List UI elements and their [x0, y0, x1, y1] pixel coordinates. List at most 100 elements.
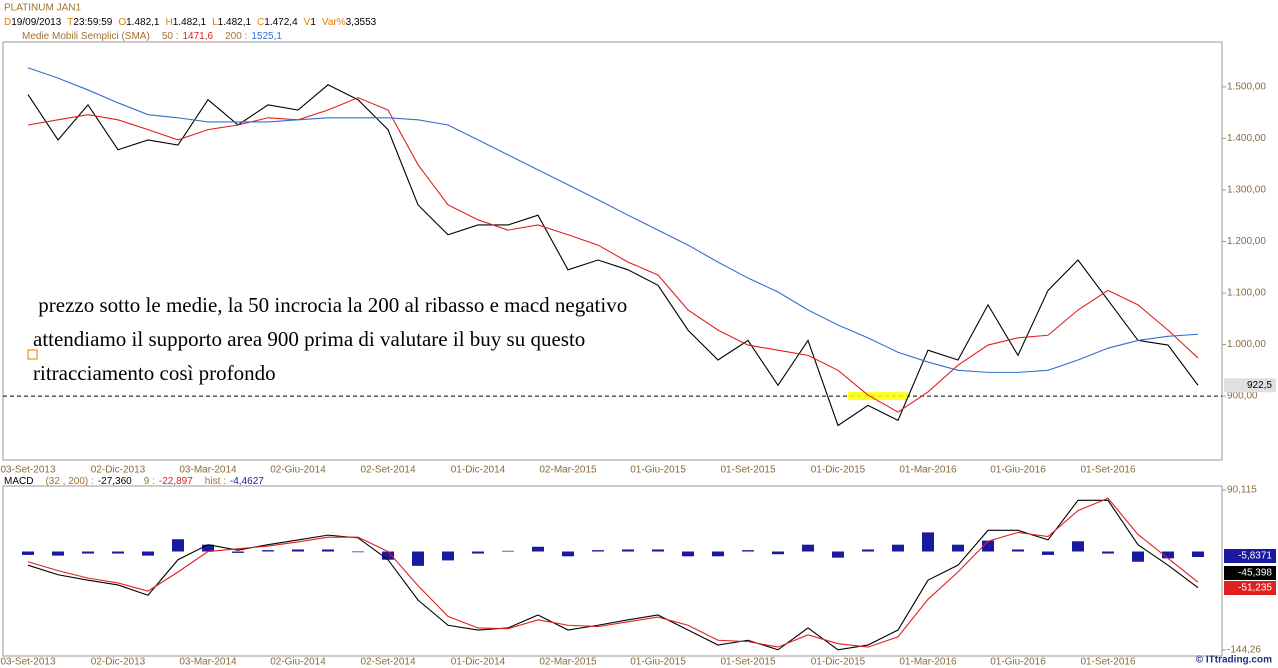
text-part: 200 :: [225, 31, 247, 42]
hist-bar: [292, 549, 304, 552]
y-tick-label: 900,00: [1227, 391, 1258, 402]
text-part: 1525,1: [251, 31, 282, 42]
info-line: D19/09/2013 T23:59:59 O1.482,1 H1.482,1 L1.4…: [4, 17, 377, 28]
text-part: 1: [310, 17, 316, 28]
macd-panel: [2, 485, 1223, 657]
text-part: 1.482,1: [218, 17, 252, 28]
text-part: 1.482,1: [126, 17, 160, 28]
text-part: O: [118, 17, 126, 28]
hist-bar: [382, 551, 394, 560]
text-part: 1.482,1: [173, 17, 207, 28]
y-tick-label: 1.000,00: [1227, 339, 1266, 350]
x-tick-label: 01-Dic-2014: [451, 657, 506, 668]
footer: © ITtrading.com: [1196, 655, 1272, 666]
x-tick-label: 01-Dic-2015: [811, 465, 866, 476]
x-tick-label: 03-Mar-2014: [179, 657, 237, 668]
text-part: 1.472,4: [264, 17, 298, 28]
hist-bar: [1012, 549, 1024, 552]
y-tick-label: 90,115: [1227, 485, 1257, 496]
last-value-label: -45,398: [1238, 568, 1272, 579]
hist-bar: [472, 551, 484, 554]
x-tick-label: 01-Mar-2016: [899, 657, 957, 668]
x-tick-label: 03-Mar-2014: [179, 465, 237, 476]
hist-bar: [1192, 551, 1204, 557]
x-tick-label: 01-Giu-2015: [630, 465, 686, 476]
hist-bar: [532, 546, 544, 552]
last-value-box: [1224, 581, 1276, 595]
text-part: C: [257, 17, 264, 28]
series-line: [27, 67, 1199, 373]
hist-bar: [592, 550, 604, 552]
price-panel: [2, 41, 1223, 461]
hist-bar: [1162, 551, 1174, 559]
legend: Medie Mobili Semplici (SMA) 50 : 1471,6 200…: [22, 31, 282, 42]
last-value-label: 922,5: [1247, 380, 1272, 391]
hist-bar: [352, 551, 364, 553]
support-highlight: [848, 392, 908, 401]
text-part: hist :: [205, 476, 226, 487]
y-tick-label: 1.300,00: [1227, 185, 1266, 196]
last-value-label: -5,8371: [1238, 551, 1272, 562]
y-tick-label: 1.500,00: [1227, 81, 1266, 92]
text-part: T: [67, 17, 73, 28]
hist-bar: [892, 544, 904, 552]
x-tick-label: 03-Set-2013: [0, 657, 55, 668]
text-part: 1471,6: [183, 31, 214, 42]
x-tick-label: 02-Dic-2013: [91, 657, 146, 668]
hist-bar: [22, 551, 34, 555]
hist-bar: [622, 549, 634, 552]
x-tick-label: 02-Mar-2015: [539, 657, 597, 668]
x-tick-label: 03-Set-2013: [0, 465, 55, 476]
annotation: prezzo sotto le medie, la 50 incrocia la…: [33, 293, 627, 317]
text-part: L: [212, 17, 218, 28]
hist-bar: [982, 540, 994, 552]
hist-bar: [1132, 551, 1144, 562]
last-value-box: [1224, 549, 1276, 563]
hist-bar: [502, 550, 514, 552]
x-tick-label: 02-Giu-2014: [270, 657, 326, 668]
hist-bar: [682, 551, 694, 557]
series-line: [27, 497, 1199, 648]
hist-bar: [1072, 541, 1084, 552]
text-part: MACD: [4, 476, 33, 487]
text-part: -22,897: [159, 476, 193, 487]
x-tick-label: 01-Set-2015: [720, 465, 775, 476]
y-tick-label: -144,26: [1227, 645, 1261, 656]
last-value-box: [1224, 378, 1276, 393]
text-part: (32 , 200) :: [45, 476, 93, 487]
annotation: attendiamo il supporto area 900 prima di…: [33, 327, 585, 351]
hist-bar: [952, 544, 964, 552]
hist-bar: [232, 551, 244, 553]
x-tick-label: 02-Giu-2014: [270, 465, 326, 476]
hist-bar: [922, 532, 934, 552]
x-tick-label: 01-Set-2016: [1080, 657, 1135, 668]
series-line: [27, 499, 1199, 651]
series-line: [27, 97, 1199, 413]
series-line: [27, 84, 1199, 427]
x-tick-label: 02-Set-2014: [360, 465, 415, 476]
x-tick-label: 01-Dic-2015: [811, 657, 866, 668]
last-value-label: -51,235: [1238, 583, 1272, 594]
text-part: V: [304, 17, 311, 28]
x-tick-label: 02-Mar-2015: [539, 465, 597, 476]
hist-bar: [772, 551, 784, 555]
hist-bar: [712, 551, 724, 557]
hist-bar: [52, 551, 64, 556]
x-tick-label: 01-Set-2015: [720, 657, 775, 668]
x-tick-label: 01-Giu-2016: [990, 657, 1046, 668]
text-part: -4,4627: [230, 476, 264, 487]
hist-bar: [202, 544, 214, 552]
text-part: 23:59:59: [73, 17, 112, 28]
hist-bar: [562, 551, 574, 557]
text-part: 9 :: [144, 476, 155, 487]
text-part: 3,3553: [346, 17, 377, 28]
hist-bar: [802, 544, 814, 552]
x-tick-label: 02-Dic-2013: [91, 465, 146, 476]
hist-bar: [442, 551, 454, 561]
hist-bar: [742, 550, 754, 552]
y-tick-label: 1.400,00: [1227, 133, 1266, 144]
hist-bar: [82, 551, 94, 554]
text-part: -27,360: [98, 476, 132, 487]
x-tick-label: 01-Mar-2016: [899, 465, 957, 476]
